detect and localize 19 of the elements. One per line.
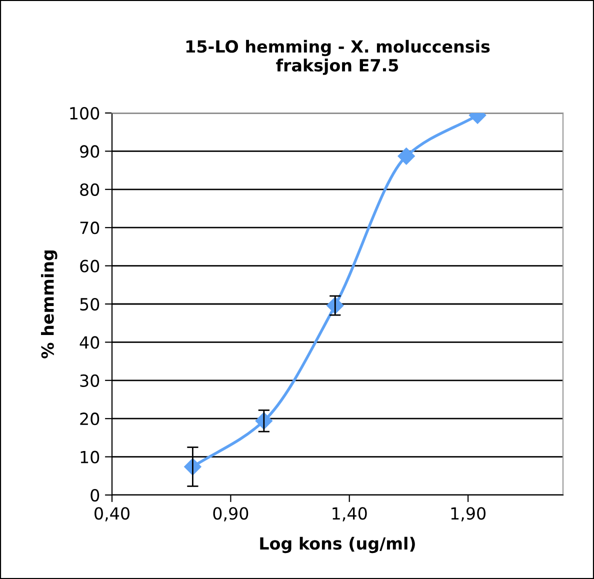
y-tick-label: 20: [80, 412, 100, 426]
y-tick-label: 10: [80, 450, 100, 464]
x-tick-label: 1,40: [332, 507, 367, 522]
y-axis-title: % hemming: [41, 250, 58, 358]
y-tick-label: 70: [80, 222, 100, 234]
y-tick-label: 80: [80, 183, 100, 196]
y-tick-label: 0: [90, 488, 100, 502]
point: [398, 148, 415, 165]
y-tick-label: 100: [70, 106, 100, 120]
chart-title: 15-LO hemming - X. moluccensis fraksjon E7.5: [186, 40, 490, 75]
x-tick-label: 1,90: [451, 507, 486, 522]
y-tick-label: 30: [80, 374, 100, 387]
y-tick-label: 40: [80, 336, 100, 349]
y-tick-label: 60: [80, 260, 100, 272]
y-tick-label: 50: [80, 298, 100, 311]
x-axis-title: Log kons (ug/ml): [260, 536, 415, 554]
x-tick-label: 0,90: [213, 507, 248, 522]
y-tick-label: 90: [80, 145, 100, 158]
x-tick-label: 0,40: [94, 507, 130, 522]
